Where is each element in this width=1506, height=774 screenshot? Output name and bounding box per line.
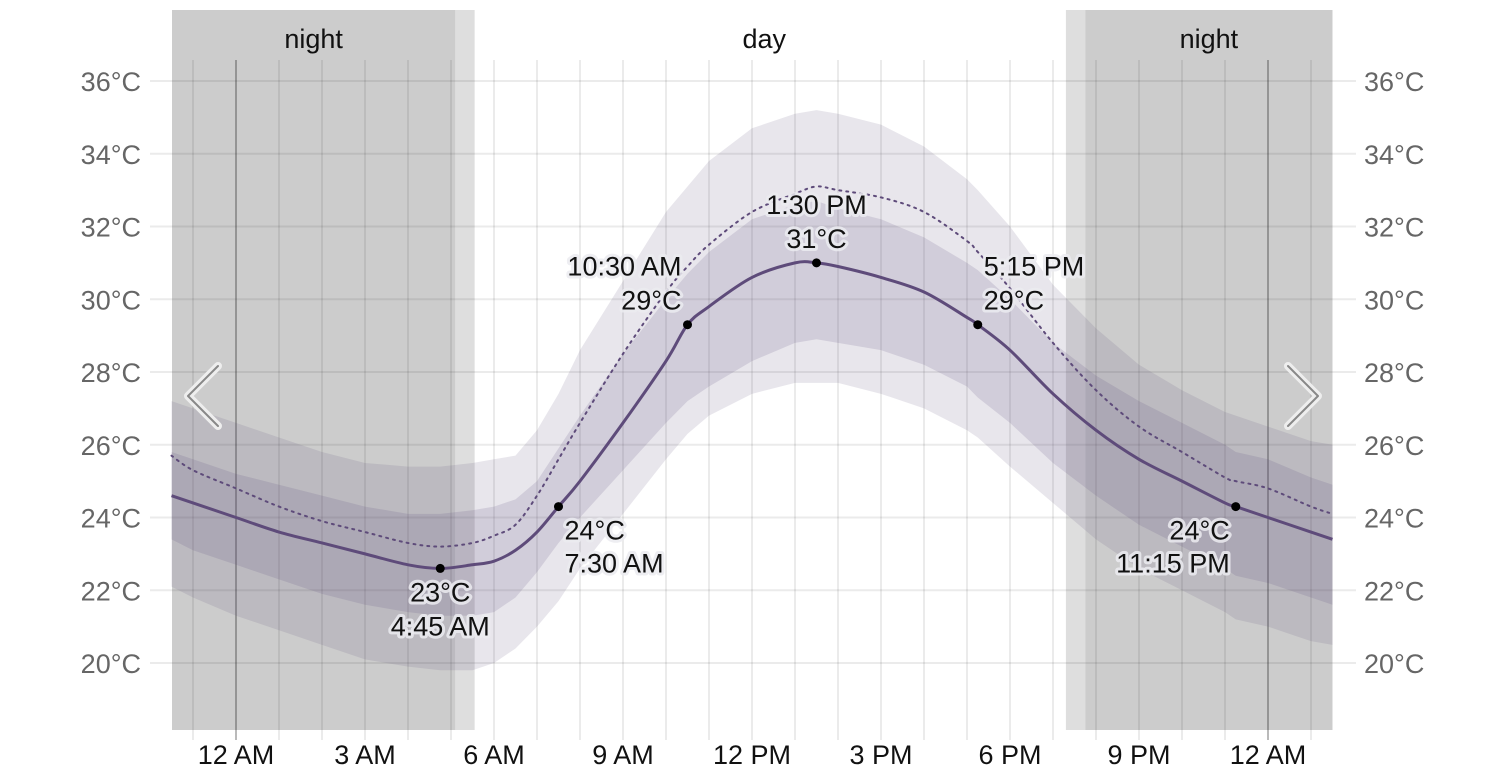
x-tick-label: 3 PM [849, 740, 912, 770]
grid-lines [150, 60, 1356, 740]
annotation-label: 24°C [1169, 516, 1229, 546]
period-label-night: night [1180, 24, 1239, 54]
annotation-label: 1:30 PM [766, 190, 867, 220]
x-tick-label: 6 AM [463, 740, 525, 770]
prev-arrow-button[interactable] [178, 355, 230, 435]
next-arrow-button[interactable] [1276, 355, 1328, 435]
annotation-label: 5:15 PM [984, 252, 1085, 282]
period-labels: night day night [284, 24, 1238, 54]
y-tick-label: 36°C [1364, 67, 1424, 97]
twilight-band [455, 10, 475, 730]
annotation-label: 10:30 AM [567, 252, 681, 282]
x-tick-label: 6 PM [978, 740, 1041, 770]
y-tick-label: 26°C [1364, 431, 1424, 461]
y-tick-label: 22°C [81, 576, 141, 606]
y-tick-label: 32°C [81, 213, 141, 243]
y-tick-label: 20°C [81, 649, 141, 679]
y-tick-label: 28°C [1364, 358, 1424, 388]
annotation-label: 29°C [621, 286, 681, 316]
annotation-label: 31°C [786, 224, 846, 254]
y-tick-label: 22°C [1364, 576, 1424, 606]
period-label-day: day [743, 24, 787, 54]
x-tick-label: 12 AM [198, 740, 275, 770]
annotation-label: 24°C [565, 516, 625, 546]
y-tick-label: 32°C [1364, 213, 1424, 243]
annotation-label: 4:45 AM [391, 611, 490, 641]
annotation-label: 11:15 PM [1116, 549, 1230, 579]
y-axis-left: 36°C 34°C 32°C 30°C 28°C 26°C 24°C 22°C 20°C [81, 67, 141, 679]
data-point-marker [812, 258, 821, 268]
band-25-75 [171, 201, 1333, 616]
y-tick-label: 36°C [81, 67, 141, 97]
annotation-label: 29°C [984, 286, 1044, 316]
data-point-marker [554, 502, 563, 512]
data-point-marker [1231, 502, 1241, 512]
data-point-marker [683, 320, 692, 330]
y-tick-label: 30°C [81, 285, 141, 315]
x-tick-label: 12 PM [713, 740, 791, 770]
perceived-temperature-line [170, 185, 1334, 548]
x-axis: 12 AM 3 AM 6 AM 9 AM 12 PM 3 PM 6 PM 9 PM 12 AM [198, 740, 1307, 770]
annotation-label: 7:30 AM [565, 549, 664, 579]
y-tick-label: 30°C [1364, 285, 1424, 315]
band-10-90 [171, 110, 1333, 671]
y-tick-label: 34°C [1364, 140, 1424, 170]
period-label-night: night [284, 24, 343, 54]
y-tick-label: 34°C [81, 140, 141, 170]
x-tick-label: 9 PM [1107, 740, 1170, 770]
data-point-marker [435, 563, 445, 573]
y-tick-label: 24°C [1364, 504, 1424, 534]
percentile-bands [171, 110, 1333, 671]
y-tick-label: 26°C [81, 431, 141, 461]
y-axis-right: 36°C 34°C 32°C 30°C 28°C 26°C 24°C 22°C 20°C [1364, 67, 1424, 679]
y-tick-label: 24°C [81, 504, 141, 534]
average-temperature-line [171, 260, 1333, 570]
x-tick-label: 9 AM [592, 740, 654, 770]
x-tick-label: 12 AM [1230, 740, 1307, 770]
y-tick-label: 28°C [81, 358, 141, 388]
x-tick-label: 3 AM [334, 740, 396, 770]
data-point-marker [973, 320, 983, 330]
y-tick-label: 20°C [1364, 649, 1424, 679]
temperature-lines [170, 185, 1334, 570]
annotation-label: 23°C [410, 577, 470, 607]
